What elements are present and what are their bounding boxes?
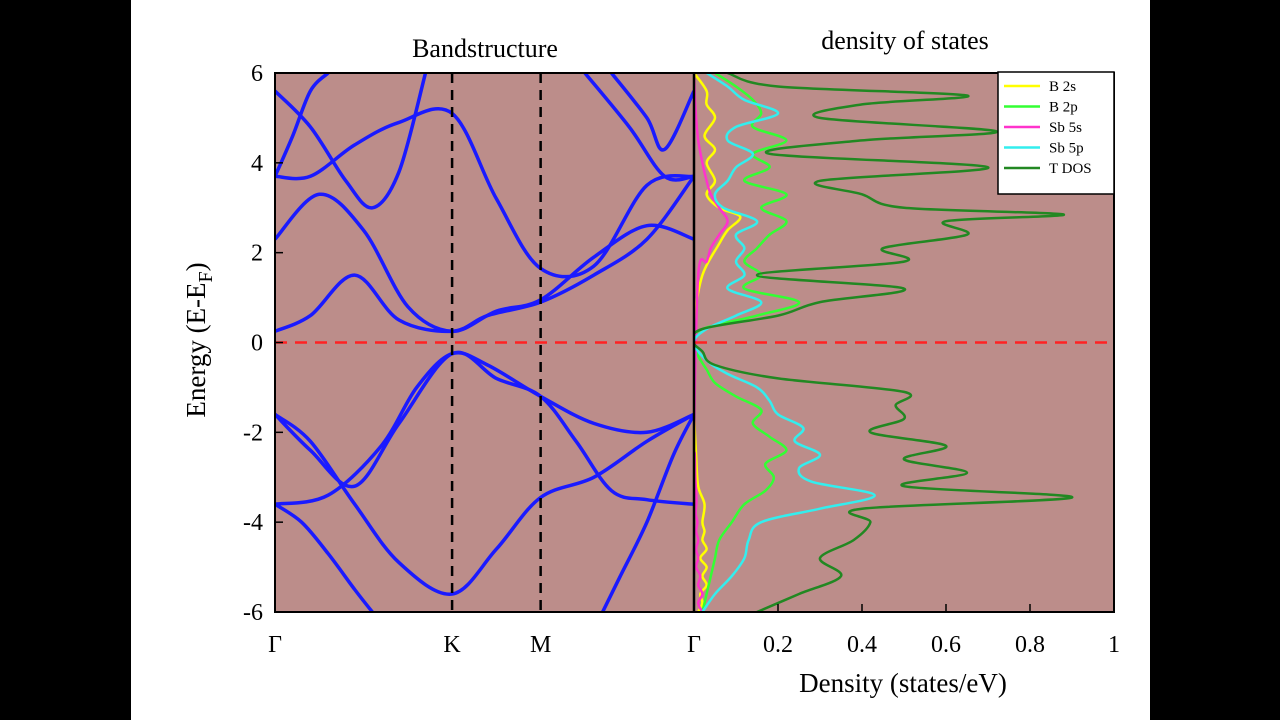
bandstructure-title: Bandstructure — [412, 34, 558, 63]
legend-label: B 2p — [1049, 100, 1078, 116]
legend-label: Sb 5p — [1049, 141, 1084, 157]
energy-axis-title-main: Energy (E-E — [181, 282, 211, 417]
band-line-10 — [275, 73, 330, 178]
legend-box — [997, 71, 1115, 195]
dos-line-t-dos — [694, 73, 1074, 612]
legend-label: Sb 5s — [1049, 120, 1082, 136]
band-line-2 — [275, 350, 694, 506]
legend-label: B 2s — [1049, 79, 1076, 95]
kpoint-label: Γ — [268, 632, 282, 658]
energy-axis-title-close: ) — [181, 262, 211, 271]
x-tick-label: 0.2 — [763, 632, 793, 658]
x-tick-label: 0.8 — [1015, 632, 1045, 658]
dos-legend: B 2s B 2p Sb 5s Sb 5p T DOS — [997, 71, 1115, 195]
kpoint-label: M — [530, 632, 551, 658]
energy-axis-title: Energy (E-EF) — [181, 262, 217, 417]
kpoint-label: K — [443, 632, 461, 658]
band-lines — [275, 73, 694, 612]
density-axis-title: Density (states/eV) — [799, 668, 1007, 698]
dos-title: density of states — [821, 26, 989, 55]
band-line-11 — [610, 73, 694, 152]
band-line-3 — [275, 351, 694, 506]
y-tick-label: -4 — [243, 510, 263, 536]
band-line-4 — [275, 502, 374, 612]
kpoint-label: Γ — [687, 632, 701, 658]
legend-label: T DOS — [1049, 161, 1092, 177]
x-tick-label: 1 — [1108, 632, 1120, 658]
y-tick-label: 6 — [251, 61, 263, 87]
y-tick-label: 2 — [251, 241, 263, 267]
y-tick-label: -6 — [243, 600, 263, 626]
band-line-5 — [601, 413, 694, 612]
bandstructure-content — [275, 73, 694, 612]
y-tick-label: 0 — [251, 331, 263, 357]
x-tick-label: 0.6 — [931, 632, 961, 658]
band-line-8 — [275, 107, 694, 279]
y-tick-label: 4 — [251, 151, 263, 177]
dos-line-b-2s — [694, 73, 742, 612]
energy-axis-title-subscript: F — [195, 271, 217, 282]
band-line-9 — [275, 73, 428, 210]
x-tick-label: 0.4 — [847, 632, 877, 658]
y-tick-label: -2 — [243, 420, 263, 446]
band-line-7 — [275, 192, 694, 334]
band-line-12 — [583, 73, 694, 182]
